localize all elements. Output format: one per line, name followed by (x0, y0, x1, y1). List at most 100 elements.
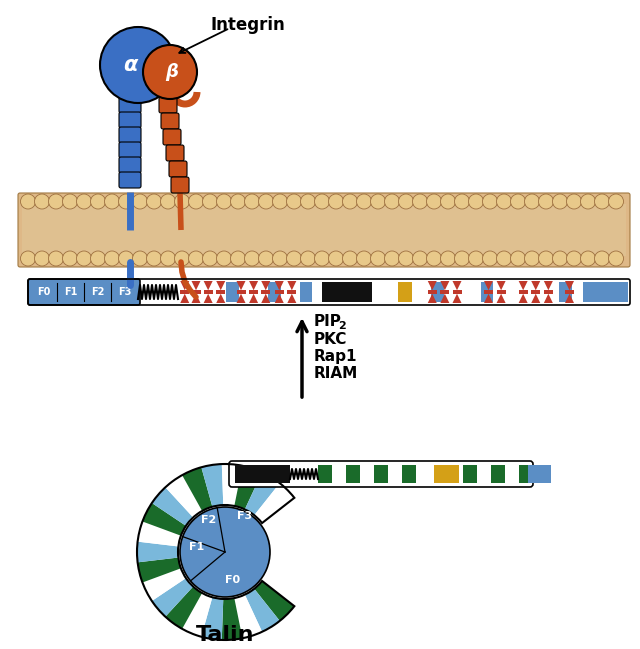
Bar (180, 290, 189, 294)
Polygon shape (216, 294, 225, 303)
Polygon shape (544, 294, 553, 303)
Circle shape (371, 251, 385, 266)
Circle shape (399, 194, 413, 209)
Polygon shape (544, 281, 553, 290)
Circle shape (175, 251, 189, 266)
Bar (300, 282, 312, 302)
Circle shape (161, 251, 175, 266)
FancyBboxPatch shape (166, 145, 184, 161)
Bar (397, 282, 412, 302)
Circle shape (90, 194, 106, 209)
Text: 2: 2 (338, 321, 346, 331)
Polygon shape (249, 294, 258, 303)
FancyBboxPatch shape (163, 129, 181, 145)
Wedge shape (137, 542, 179, 563)
Bar (374, 465, 388, 483)
Circle shape (413, 194, 428, 209)
Circle shape (287, 194, 301, 209)
FancyBboxPatch shape (18, 193, 630, 267)
Circle shape (230, 194, 246, 209)
Wedge shape (165, 475, 202, 517)
Polygon shape (275, 281, 284, 290)
Bar (216, 290, 225, 294)
Circle shape (566, 251, 582, 266)
Wedge shape (182, 467, 212, 511)
Polygon shape (428, 294, 436, 303)
Circle shape (580, 194, 595, 209)
Polygon shape (452, 294, 461, 303)
Circle shape (104, 251, 120, 266)
Polygon shape (287, 294, 296, 303)
Bar (346, 465, 360, 483)
Wedge shape (234, 594, 262, 638)
Bar (431, 282, 444, 302)
Text: β: β (166, 63, 179, 81)
Text: F0: F0 (37, 287, 50, 297)
Circle shape (202, 194, 218, 209)
Circle shape (511, 251, 525, 266)
Bar (477, 465, 491, 483)
FancyBboxPatch shape (119, 112, 141, 128)
Circle shape (202, 251, 218, 266)
Circle shape (132, 194, 147, 209)
Wedge shape (245, 472, 280, 515)
Text: F3: F3 (237, 511, 253, 521)
Polygon shape (216, 281, 225, 290)
Circle shape (468, 251, 483, 266)
Text: Rap1: Rap1 (314, 350, 358, 365)
Circle shape (497, 251, 511, 266)
Circle shape (342, 251, 358, 266)
Circle shape (118, 194, 134, 209)
Circle shape (552, 251, 568, 266)
Bar (268, 282, 280, 302)
Circle shape (259, 194, 273, 209)
Circle shape (399, 251, 413, 266)
Circle shape (440, 194, 456, 209)
Bar (505, 465, 519, 483)
Bar (332, 465, 346, 483)
Text: F2: F2 (91, 287, 104, 297)
Circle shape (595, 251, 609, 266)
Circle shape (63, 194, 77, 209)
Wedge shape (254, 483, 294, 523)
Bar (360, 465, 374, 483)
Text: F1: F1 (189, 542, 205, 552)
Bar (226, 282, 239, 302)
Text: Talin: Talin (196, 625, 254, 645)
Circle shape (118, 251, 134, 266)
Polygon shape (261, 281, 270, 290)
Circle shape (385, 251, 399, 266)
Polygon shape (440, 281, 449, 290)
Polygon shape (531, 294, 540, 303)
Circle shape (189, 251, 204, 266)
Polygon shape (518, 294, 527, 303)
Circle shape (314, 194, 330, 209)
Wedge shape (152, 578, 193, 617)
FancyBboxPatch shape (119, 127, 141, 143)
Wedge shape (138, 557, 181, 583)
Circle shape (90, 251, 106, 266)
Circle shape (132, 251, 147, 266)
Bar (237, 290, 246, 294)
Text: α: α (123, 55, 137, 75)
Circle shape (580, 251, 595, 266)
Circle shape (178, 505, 272, 599)
Circle shape (104, 194, 120, 209)
Circle shape (385, 194, 399, 209)
Wedge shape (180, 507, 270, 597)
Bar (388, 465, 402, 483)
Circle shape (525, 194, 540, 209)
Bar (491, 465, 505, 483)
Bar (416, 465, 430, 483)
Bar (235, 465, 290, 483)
Polygon shape (484, 294, 493, 303)
Circle shape (216, 251, 232, 266)
Text: Integrin: Integrin (211, 16, 285, 34)
Circle shape (161, 194, 175, 209)
FancyBboxPatch shape (28, 279, 140, 305)
Wedge shape (182, 593, 212, 637)
FancyBboxPatch shape (229, 461, 533, 487)
Polygon shape (237, 281, 246, 290)
Bar (583, 282, 628, 302)
Text: F0: F0 (225, 575, 241, 585)
